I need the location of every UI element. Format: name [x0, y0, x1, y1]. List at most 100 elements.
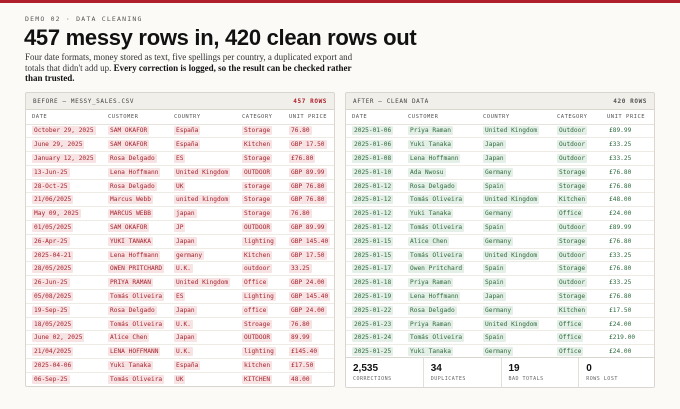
table-cell: SAM OKAFOR: [102, 137, 168, 153]
cell-value: Priya Raman: [408, 278, 453, 288]
cell-value: 2025-01-12: [352, 209, 394, 219]
table-cell: Spain: [477, 330, 551, 346]
top-accent-bar: [0, 0, 680, 3]
cell-value: KITCHEN: [242, 374, 273, 384]
table-cell: 2025-01-22: [346, 303, 402, 318]
cell-value: UK: [174, 374, 186, 384]
cell-value: japan: [174, 209, 197, 219]
after-table-header: DATE CUSTOMER COUNTRY CATEGORY UNIT PRICE: [346, 110, 654, 125]
table-cell: 06-Sep-25: [26, 372, 102, 386]
cell-value: Spain: [483, 333, 506, 343]
table-cell: Spain: [477, 275, 551, 291]
table-cell: Tomás Oliveira: [102, 372, 168, 386]
table-cell: Germany: [477, 206, 551, 222]
column-header: DATE: [26, 110, 102, 125]
cell-value: Germany: [483, 347, 514, 357]
cell-value: Kitchen: [557, 305, 588, 315]
cell-value: £17.50: [289, 360, 316, 370]
cell-value: 26-Jun-25: [32, 278, 70, 288]
after-panel-header: AFTER — CLEAN DATA 420 ROWS: [346, 93, 654, 110]
cell-value: £145.40: [289, 347, 320, 357]
table-row: 01/05/2025 SAM OKAFOR JP OUTDOOR GBP 89.99: [26, 220, 334, 235]
cell-value: Storage: [557, 167, 588, 177]
stat-label: CORRECTIONS: [353, 376, 392, 382]
cell-value: GBP 24.00: [289, 305, 327, 315]
cell-value: 06-Sep-25: [32, 374, 70, 384]
cell-value: Tomás Oliveira: [408, 333, 465, 343]
table-row: 2025-01-18 Priya Raman Spain Outdoor £33.25: [346, 275, 654, 291]
table-cell: Germany: [477, 303, 551, 318]
table-cell: Marcus Webb: [102, 192, 168, 208]
cell-value: 13-Jun-25: [32, 167, 70, 177]
table-cell: Kitchen: [551, 303, 601, 318]
cell-value: Germany: [483, 236, 514, 246]
cell-value: GBP 76.80: [289, 195, 327, 205]
table-row: 21/04/2025 LENA HOFFMANN U.K. lighting £145.…: [26, 344, 334, 360]
cell-value: España: [174, 140, 201, 150]
cell-value: Rosa Delgado: [108, 305, 157, 315]
table-cell: Rosa Delgado: [102, 179, 168, 194]
table-cell: 21/04/2025: [26, 344, 102, 360]
table-cell: Yuki Tanaka: [402, 206, 477, 222]
table-row: 26-Jun-25 PRIYA RAMAN United Kingdom Office…: [26, 275, 334, 291]
table-cell: UK: [168, 372, 236, 386]
cell-value: 18/05/2025: [32, 319, 74, 329]
table-cell: GBP 89.99: [283, 220, 334, 235]
table-row: 2025-01-22 Rosa Delgado Germany Kitchen £17.…: [346, 303, 654, 318]
table-cell: España: [168, 358, 236, 373]
column-header: UNIT PRICE: [283, 110, 334, 125]
table-cell: Kitchen: [236, 137, 283, 153]
table-row: 28/05/2025 OWEN PRITCHARD U.K. outdoor 33.25: [26, 261, 334, 277]
table-cell: 2025-01-06: [346, 137, 402, 153]
cell-value: lighting: [242, 236, 276, 246]
table-row: 2025-01-08 Lena Hoffmann Japan Outdoor £33.2…: [346, 151, 654, 166]
before-row-count: 457 ROWS: [293, 97, 327, 105]
before-panel-title: BEFORE — MESSY_SALES.CSV: [33, 97, 135, 105]
cell-value: U.K.: [174, 319, 193, 329]
cell-value: United Kingdom: [174, 167, 231, 177]
cell-value: Lighting: [242, 291, 276, 301]
cell-value: 2025-01-19: [352, 291, 394, 301]
table-cell: 28-Oct-25: [26, 179, 102, 194]
table-row: 2025-01-24 Tomás Oliveira Spain Office £219.…: [346, 330, 654, 346]
cell-value: Office: [242, 278, 269, 288]
column-header: CUSTOMER: [402, 110, 477, 125]
table-cell: £76.80: [601, 179, 654, 194]
table-cell: GBP 17.50: [283, 137, 334, 153]
cell-value: Outdoor: [557, 126, 588, 136]
table-cell: U.K.: [168, 344, 236, 360]
table-row: 2025-01-17 Owen Pritchard Spain Storage £76.…: [346, 261, 654, 277]
table-cell: Spain: [477, 220, 551, 235]
table-cell: 21/06/2025: [26, 192, 102, 208]
cell-value: Tomás Oliveira: [408, 250, 465, 260]
cell-value: ES: [174, 153, 186, 163]
cell-value: Owen Pritchard: [408, 264, 465, 274]
table-cell: GBP 76.80: [283, 179, 334, 194]
cell-value: May 09, 2025: [32, 209, 81, 219]
cell-value: Outdoor: [557, 140, 588, 150]
cell-value: germany: [174, 250, 205, 260]
table-cell: UK: [168, 179, 236, 194]
table-cell: £89.99: [601, 220, 654, 235]
table-cell: Kitchen: [551, 192, 601, 208]
stat-label: BAD TOTALS: [508, 376, 544, 382]
after-table-body: 2025-01-06 Priya Raman United Kingdom Outdo…: [346, 124, 654, 360]
cell-value: Office: [557, 319, 584, 329]
cell-value: £76.80: [609, 292, 632, 300]
cell-value: Lena Hoffmann: [108, 250, 161, 260]
cell-value: Spain: [483, 264, 506, 274]
cell-value: Japan: [483, 153, 506, 163]
cell-value: Rosa Delgado: [108, 153, 157, 163]
cell-value: Priya Raman: [408, 319, 453, 329]
table-cell: Priya Raman: [402, 317, 477, 332]
table-row: 2025-01-12 Rosa Delgado Spain Storage £76.80: [346, 179, 654, 194]
cell-value: U.K.: [174, 347, 193, 357]
table-cell: germany: [168, 248, 236, 263]
cell-value: GBP 89.99: [289, 222, 327, 232]
stat-label: ROWS LOST: [586, 376, 618, 382]
column-header: DATE: [346, 110, 402, 125]
table-cell: España: [168, 137, 236, 153]
table-cell: 76.80: [283, 206, 334, 222]
table-cell: 05/08/2025: [26, 289, 102, 304]
table-cell: Rosa Delgado: [402, 179, 477, 194]
